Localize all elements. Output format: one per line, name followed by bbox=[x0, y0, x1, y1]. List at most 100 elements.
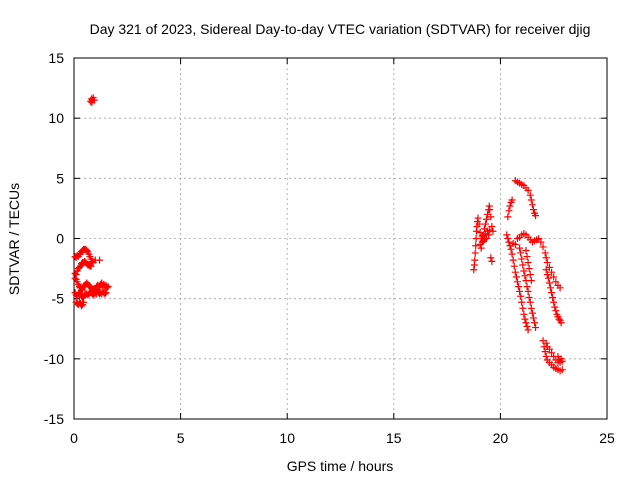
x-tick-label: 0 bbox=[70, 430, 78, 446]
data-point bbox=[539, 243, 547, 251]
data-point bbox=[515, 283, 523, 291]
axis-ticks bbox=[73, 57, 608, 420]
data-point bbox=[541, 348, 549, 356]
data-point bbox=[545, 345, 553, 353]
data-point bbox=[526, 191, 534, 199]
data-point bbox=[552, 278, 560, 286]
data-point bbox=[518, 298, 526, 306]
data-point bbox=[532, 212, 540, 220]
data-point bbox=[472, 242, 480, 250]
y-tick-label: 5 bbox=[56, 170, 64, 186]
data-point bbox=[507, 245, 515, 253]
data-point bbox=[509, 256, 517, 264]
data-point bbox=[503, 231, 511, 239]
data-point bbox=[549, 293, 557, 301]
data-point bbox=[550, 273, 558, 281]
chart-title: Day 321 of 2023, Sidereal Day-to-day VTE… bbox=[90, 21, 591, 37]
data-point bbox=[103, 284, 111, 292]
data-point bbox=[504, 235, 512, 242]
data-point bbox=[521, 315, 529, 323]
data-point bbox=[517, 292, 525, 300]
data-point bbox=[521, 272, 529, 280]
data-point bbox=[486, 206, 494, 214]
data-point bbox=[556, 284, 564, 292]
data-point bbox=[504, 213, 512, 221]
data-point bbox=[555, 315, 563, 323]
data-point bbox=[548, 349, 556, 357]
data-point bbox=[541, 249, 549, 257]
data-point bbox=[511, 241, 519, 249]
data-point bbox=[523, 322, 531, 330]
data-point bbox=[483, 215, 491, 223]
data-point bbox=[522, 319, 530, 327]
data-point bbox=[523, 253, 531, 261]
data-point bbox=[77, 302, 85, 310]
data-point bbox=[519, 304, 527, 312]
data-point bbox=[476, 241, 484, 249]
data-point bbox=[483, 235, 491, 242]
data-point bbox=[102, 289, 110, 297]
data-point bbox=[87, 262, 95, 270]
data-point bbox=[542, 352, 550, 360]
data-point bbox=[520, 267, 528, 275]
data-point bbox=[506, 202, 514, 210]
data-point bbox=[524, 326, 532, 334]
data-point bbox=[524, 259, 532, 267]
data-point bbox=[75, 263, 83, 271]
data-point bbox=[528, 309, 536, 317]
data-point bbox=[524, 287, 532, 295]
data-point bbox=[486, 226, 494, 234]
data-point bbox=[529, 206, 537, 214]
grid bbox=[74, 58, 607, 419]
data-point bbox=[75, 289, 83, 297]
data-point bbox=[471, 249, 479, 257]
data-point bbox=[526, 271, 534, 279]
data-point bbox=[508, 250, 516, 258]
data-point bbox=[542, 266, 550, 274]
data-point bbox=[542, 339, 550, 347]
data-point bbox=[526, 298, 534, 306]
data-point bbox=[71, 274, 79, 282]
data-point bbox=[88, 257, 96, 265]
data-point bbox=[547, 284, 555, 292]
y-tick-label: -15 bbox=[44, 411, 64, 427]
data-point bbox=[545, 279, 553, 287]
data-point bbox=[527, 304, 535, 312]
y-tick-labels: -15 -10 -5 0 5 10 15 bbox=[44, 50, 64, 427]
y-tick-label: 0 bbox=[56, 231, 64, 247]
data-point bbox=[516, 244, 524, 252]
data-point bbox=[474, 214, 482, 222]
data-point bbox=[487, 213, 495, 221]
data-point bbox=[525, 293, 533, 301]
data-point bbox=[529, 314, 537, 322]
x-tick-label: 15 bbox=[386, 430, 402, 446]
data-point bbox=[544, 274, 552, 282]
x-tick-labels: 0 5 10 15 20 25 bbox=[70, 430, 615, 446]
data-point bbox=[532, 324, 540, 332]
data-points bbox=[71, 94, 566, 375]
y-tick-label: 10 bbox=[48, 110, 64, 126]
data-point bbox=[505, 207, 513, 215]
data-point bbox=[528, 201, 536, 209]
data-point bbox=[522, 247, 530, 255]
data-point bbox=[505, 238, 513, 246]
data-point bbox=[511, 268, 519, 276]
data-point bbox=[508, 196, 516, 204]
y-tick-label: 15 bbox=[48, 50, 64, 66]
data-point bbox=[527, 196, 535, 204]
data-point bbox=[510, 262, 518, 270]
data-point bbox=[537, 238, 545, 246]
data-point bbox=[520, 310, 528, 318]
data-point bbox=[518, 255, 526, 263]
data-point bbox=[488, 257, 496, 265]
data-point bbox=[552, 307, 560, 315]
x-tick-label: 10 bbox=[279, 430, 295, 446]
x-tick-label: 25 bbox=[599, 430, 615, 446]
data-point bbox=[548, 289, 556, 297]
data-point bbox=[487, 254, 495, 262]
data-point bbox=[471, 256, 479, 264]
y-tick-label: -10 bbox=[44, 351, 64, 367]
data-point bbox=[557, 319, 565, 327]
data-point bbox=[80, 298, 88, 306]
